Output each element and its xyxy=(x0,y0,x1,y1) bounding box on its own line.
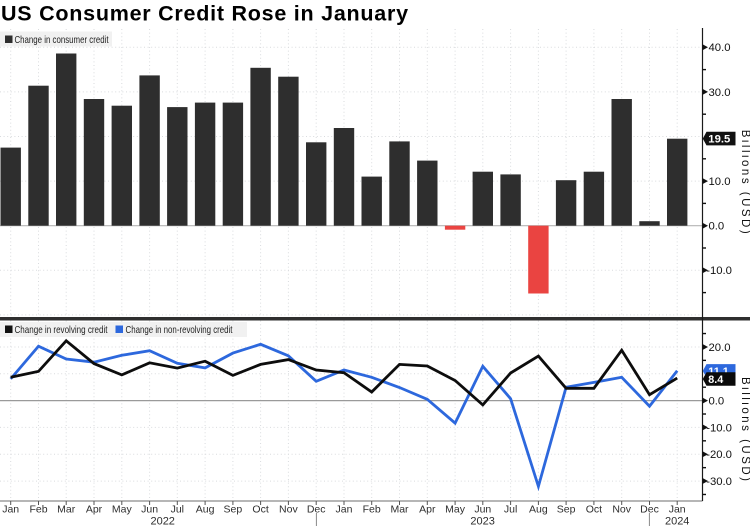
svg-text:40.0: 40.0 xyxy=(709,42,731,54)
svg-text:Aug: Aug xyxy=(529,504,548,516)
svg-text:Billions (USD): Billions (USD) xyxy=(739,377,750,481)
svg-text:Sep: Sep xyxy=(557,504,576,516)
svg-text:-30.0: -30.0 xyxy=(706,476,732,488)
svg-text:Dec: Dec xyxy=(307,504,326,516)
svg-text:0.0: 0.0 xyxy=(709,221,725,233)
svg-text:-20.0: -20.0 xyxy=(706,449,732,461)
svg-text:Apr: Apr xyxy=(419,504,436,516)
svg-text:2024: 2024 xyxy=(665,516,689,527)
svg-text:Jun: Jun xyxy=(474,504,491,516)
svg-text:Mar: Mar xyxy=(57,504,76,516)
svg-text:Jan: Jan xyxy=(669,504,686,516)
svg-text:Jul: Jul xyxy=(504,504,517,516)
svg-text:Nov: Nov xyxy=(279,504,298,516)
svg-text:-10.0: -10.0 xyxy=(706,265,732,277)
svg-text:Change in revolving credit: Change in revolving credit xyxy=(15,324,108,336)
svg-text:Feb: Feb xyxy=(29,504,47,516)
svg-text:US Consumer Credit Rose in Jan: US Consumer Credit Rose in January xyxy=(1,2,409,26)
svg-text:2022: 2022 xyxy=(150,516,174,527)
svg-text:Feb: Feb xyxy=(363,504,381,516)
svg-text:Dec: Dec xyxy=(640,504,659,516)
svg-text:Mar: Mar xyxy=(390,504,409,516)
svg-text:19.5: 19.5 xyxy=(708,134,730,146)
svg-text:Jul: Jul xyxy=(171,504,184,516)
svg-text:20.0: 20.0 xyxy=(709,342,731,354)
svg-text:Apr: Apr xyxy=(86,504,103,516)
svg-text:May: May xyxy=(445,504,466,516)
svg-text:Billions (USD): Billions (USD) xyxy=(739,130,750,234)
svg-text:Nov: Nov xyxy=(612,504,631,516)
svg-text:Oct: Oct xyxy=(252,504,268,516)
svg-text:Jan: Jan xyxy=(2,504,19,516)
svg-text:Change in non-revolving credit: Change in non-revolving credit xyxy=(126,324,233,336)
svg-text:8.4: 8.4 xyxy=(708,374,723,386)
svg-text:Oct: Oct xyxy=(586,504,602,516)
svg-text:Aug: Aug xyxy=(196,504,215,516)
svg-text:2023: 2023 xyxy=(470,516,494,527)
svg-text:-10.0: -10.0 xyxy=(706,422,732,434)
svg-text:May: May xyxy=(112,504,133,516)
svg-text:0.0: 0.0 xyxy=(709,396,725,408)
svg-text:Jun: Jun xyxy=(141,504,158,516)
svg-text:Sep: Sep xyxy=(224,504,243,516)
svg-text:10.0: 10.0 xyxy=(709,176,731,188)
svg-text:Jan: Jan xyxy=(336,504,353,516)
svg-text:30.0: 30.0 xyxy=(709,87,731,99)
svg-text:Change in consumer credit: Change in consumer credit xyxy=(15,34,109,46)
